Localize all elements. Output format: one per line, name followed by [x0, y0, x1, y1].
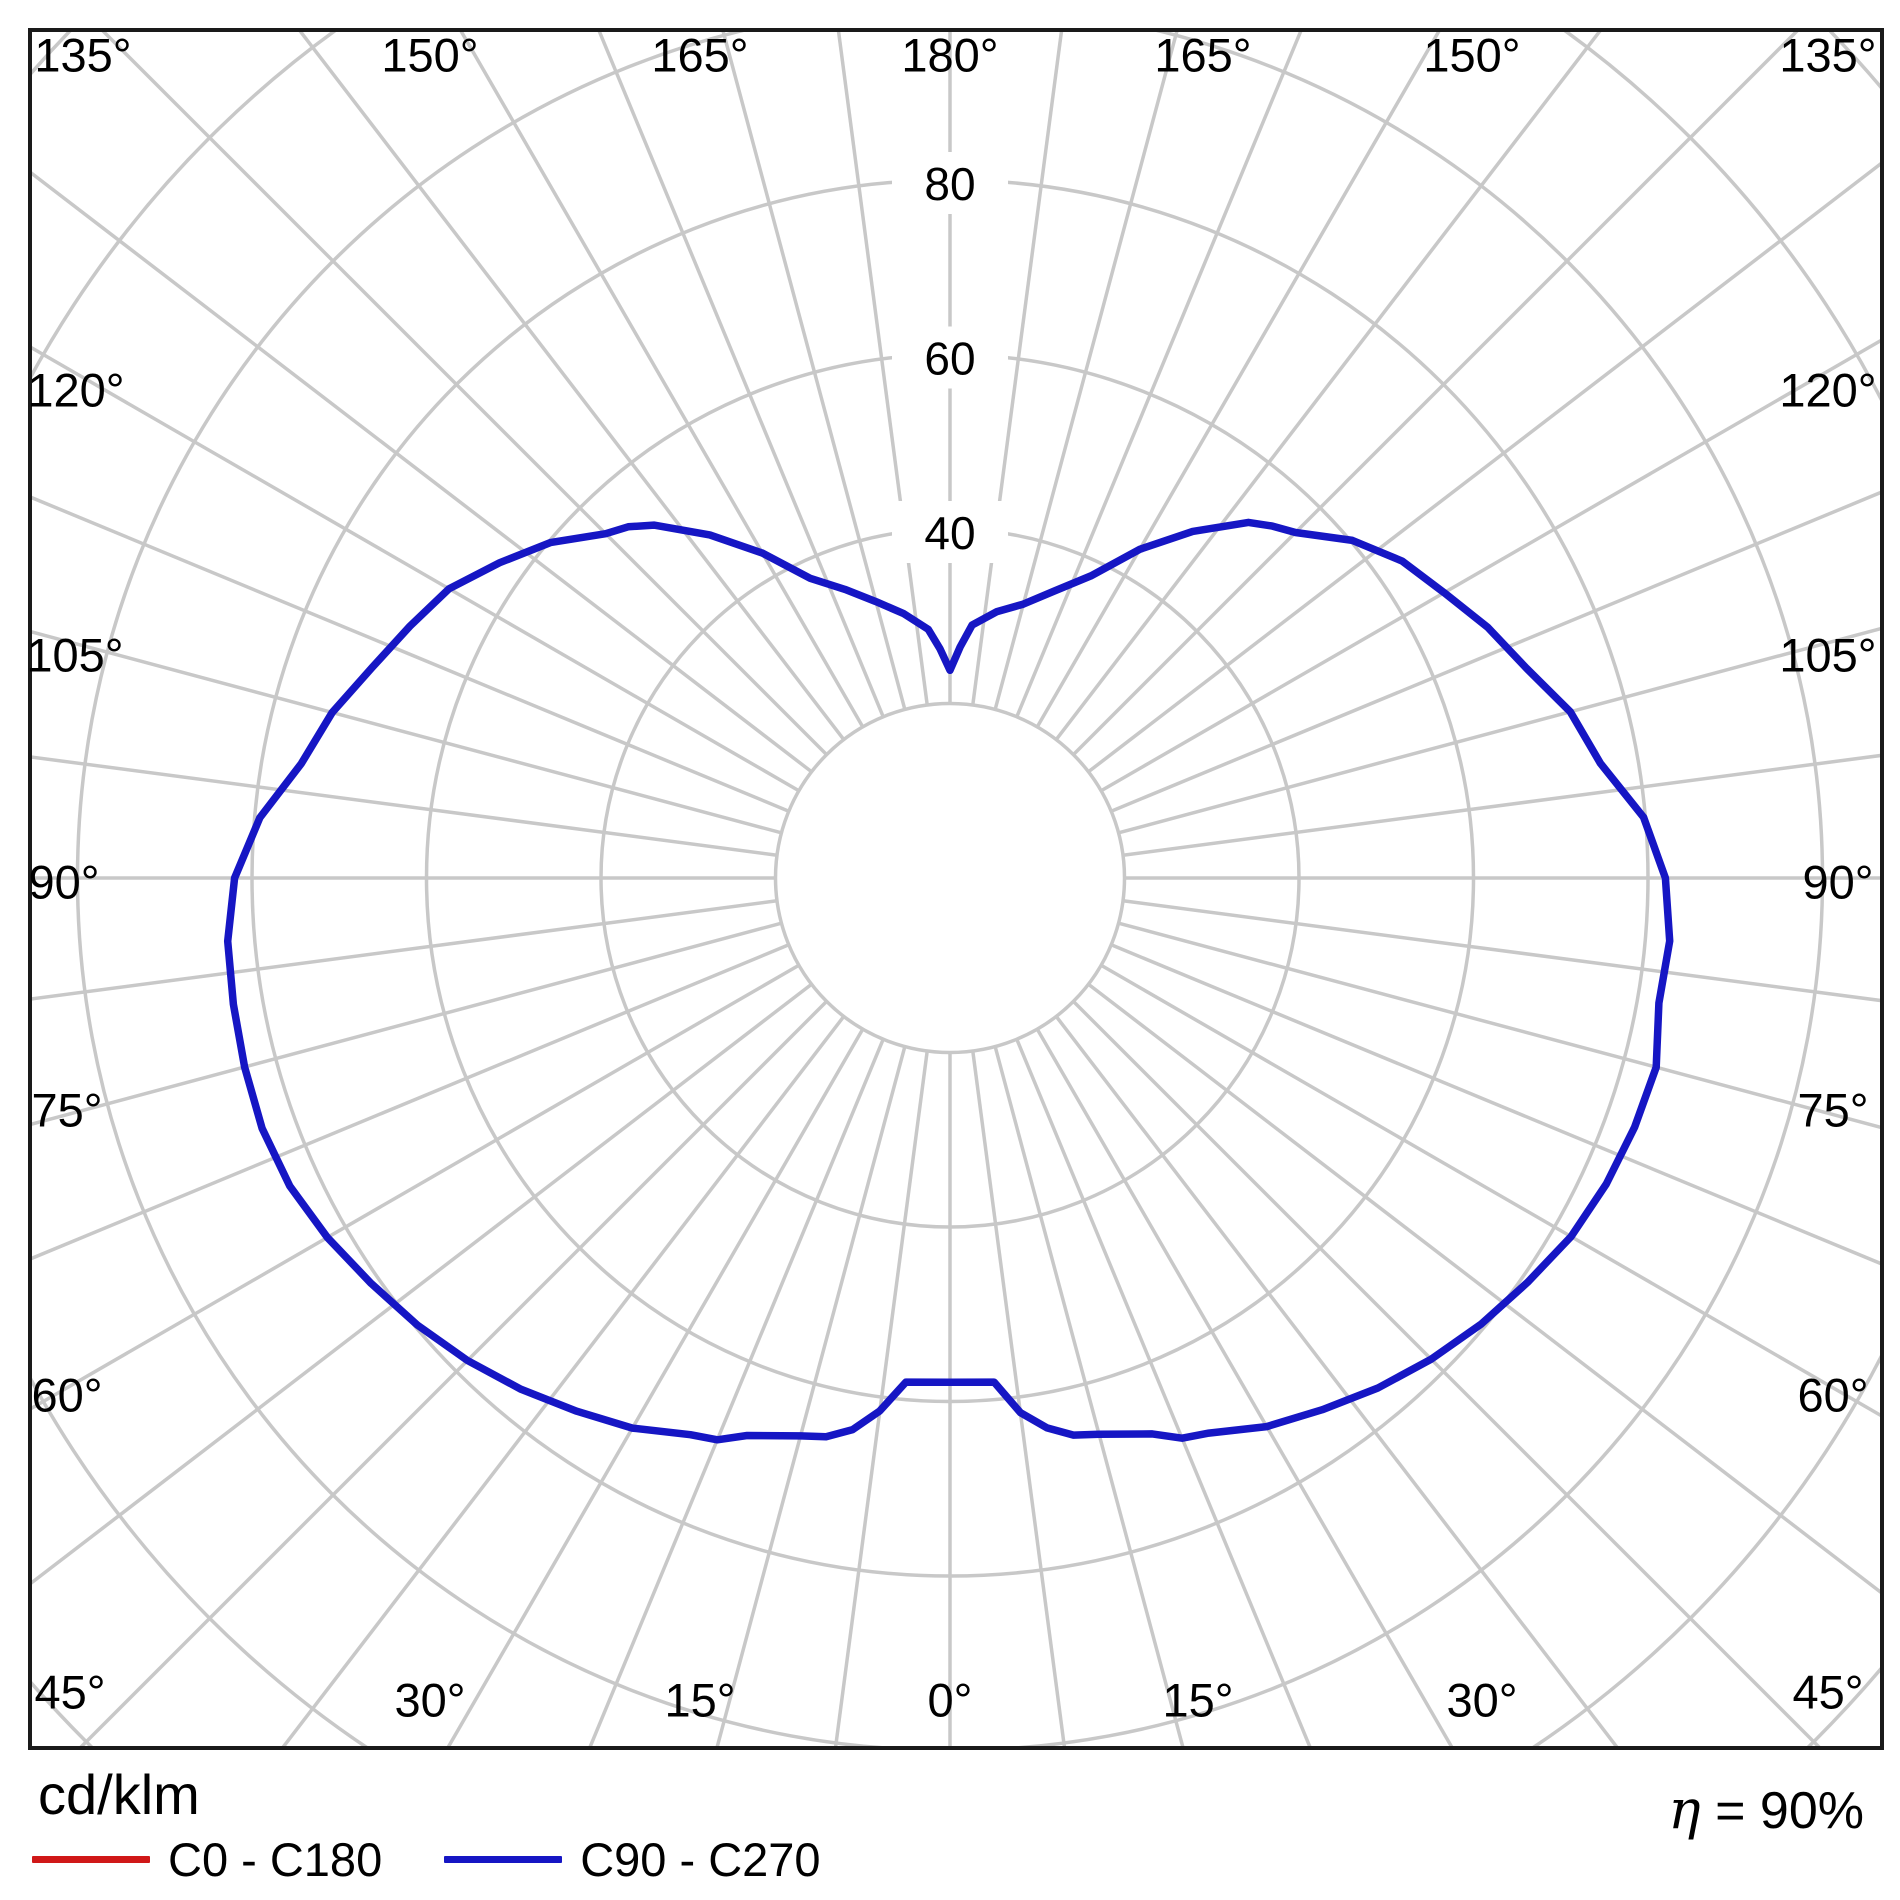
angle-label-45: 45°	[1792, 1666, 1863, 1719]
grid-spoke	[30, 344, 800, 793]
grid-spoke	[30, 629, 782, 835]
grid-spoke	[1100, 337, 1882, 793]
radial-tick-mask	[892, 501, 1008, 563]
grid-spoke	[77, 1000, 828, 1748]
radial-tick-mask	[892, 326, 1008, 389]
grid-spoke	[99, 30, 828, 756]
grid-spoke	[30, 169, 813, 774]
grid-spoke	[1072, 30, 1801, 756]
angle-label-0: 0°	[928, 1674, 973, 1727]
legend: C0 - C180 C90 - C270	[32, 1832, 821, 1887]
grid-spoke	[596, 30, 885, 718]
legend-label-c90-c270: C90 - C270	[580, 1833, 821, 1886]
grid-spoke	[971, 1050, 1067, 1748]
radial-tick-label-80: 80	[924, 158, 975, 210]
grid-spoke	[1054, 30, 1603, 741]
grid-spoke	[458, 30, 865, 728]
eta-symbol: η	[1668, 1778, 1701, 1841]
grid-spoke	[1015, 1038, 1313, 1748]
grid-spoke	[30, 495, 790, 813]
grid-spoke	[1122, 753, 1882, 857]
angle-label-150: 150°	[1423, 29, 1520, 82]
angle-label-30: 30°	[1446, 1674, 1517, 1727]
angle-label-105: 105°	[26, 629, 123, 682]
angle-label-45: 45°	[34, 1666, 105, 1719]
grid-spoke	[445, 1028, 865, 1748]
grid-spoke	[1100, 963, 1882, 1419]
eta-value: = 90%	[1700, 1782, 1864, 1840]
grid-spoke	[1087, 982, 1882, 1596]
efficiency-label: η = 90%	[1668, 1778, 1864, 1841]
grid-spoke	[1035, 1028, 1455, 1748]
grid-spoke	[1118, 626, 1882, 835]
curve-c90-c270	[223, 518, 1674, 1444]
grid-spoke	[1087, 160, 1882, 774]
angle-label-90: 90°	[28, 856, 99, 909]
radial-tick-labels: 40 60 80	[892, 152, 1008, 563]
radial-tick-label-40: 40	[924, 507, 975, 559]
grid-spoke	[833, 1050, 929, 1748]
grid-spoke	[715, 1046, 907, 1748]
legend-item-c0-c180: C0 - C180	[32, 1832, 382, 1887]
angle-label-30: 30°	[394, 1674, 465, 1727]
grid-spoke	[30, 943, 790, 1261]
grid-spoke	[280, 1015, 846, 1748]
plot-border	[28, 28, 1884, 1750]
grid-spoke	[30, 755, 778, 857]
grid-spoke	[993, 1046, 1185, 1748]
angle-label-120: 120°	[1779, 364, 1876, 417]
grid-ring-20	[773, 701, 1127, 1055]
grid-spoke	[1054, 1015, 1620, 1748]
radial-unit-label: cd/klm	[38, 1763, 200, 1826]
grid-spoke	[30, 921, 782, 1127]
angle-label-135: 135°	[1779, 29, 1876, 82]
angle-label-60: 60°	[1797, 1369, 1868, 1422]
grid-spoke	[720, 30, 907, 710]
grid-spoke	[993, 30, 1180, 710]
angle-label-165: 165°	[1154, 29, 1251, 82]
grid-spoke	[30, 963, 800, 1412]
grid-spoke	[30, 899, 778, 1001]
angle-label-150: 150°	[381, 29, 478, 82]
angle-label-90: 90°	[1802, 856, 1873, 909]
angle-label-75: 75°	[1797, 1084, 1868, 1137]
angle-label-135: 135°	[34, 29, 131, 82]
grid-spoke	[1072, 1000, 1823, 1748]
legend-item-c90-c270: C90 - C270	[444, 1832, 821, 1887]
grid-spoke	[1035, 30, 1442, 728]
grid-spoke	[1122, 899, 1882, 1003]
grid-spoke	[297, 30, 846, 741]
angle-label-105: 105°	[1779, 629, 1876, 682]
angle-label-75: 75°	[31, 1084, 102, 1137]
grid-spoke	[1110, 943, 1882, 1266]
c0-c180-line-swatch	[32, 1856, 150, 1863]
angle-label-165: 165°	[651, 29, 748, 82]
grid-spoke	[587, 1038, 885, 1748]
grid-spoke	[1118, 921, 1882, 1130]
grid-spoke	[1015, 30, 1304, 718]
angle-labels: 135° 150° 165° 180° 165° 150° 135° 120° 105° 90° 7…	[26, 29, 1876, 1727]
angle-label-180: 180°	[901, 29, 998, 82]
angle-label-15: 15°	[664, 1674, 735, 1727]
radial-tick-label-60: 60	[924, 333, 975, 385]
grid-spoke	[1110, 490, 1882, 813]
angle-label-120: 120°	[27, 364, 124, 417]
angle-label-60: 60°	[31, 1369, 102, 1422]
legend-label-c0-c180: C0 - C180	[168, 1833, 383, 1886]
grid-spoke	[30, 982, 813, 1587]
angle-label-15: 15°	[1162, 1674, 1233, 1727]
radial-tick-mask	[892, 152, 1008, 214]
c90-c270-line-swatch	[444, 1856, 563, 1863]
